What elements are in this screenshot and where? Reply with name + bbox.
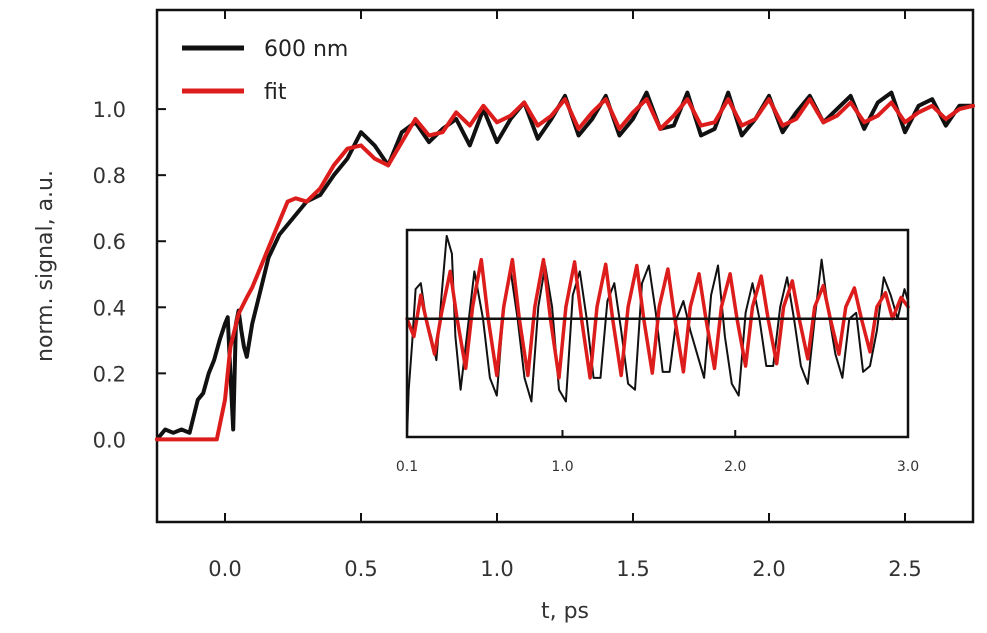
main-series-line-0 — [155, 90, 975, 442]
y-tick-label-3: 0.6 — [93, 230, 126, 254]
y-tick-label-0: 0.0 — [93, 428, 126, 452]
legend-label-fit: fit — [264, 80, 287, 105]
y-tick-label-2: 0.4 — [93, 296, 126, 320]
main-y-ticks: 0.0 0.2 0.4 0.6 0.8 1.0 — [93, 98, 166, 452]
y-tick-label-4: 0.8 — [93, 164, 126, 188]
x-tick-label-2: 1.0 — [480, 557, 513, 581]
main-series-line-1 — [155, 97, 975, 442]
inset-series-line-1 — [405, 257, 910, 380]
legend: 600 nm fit — [182, 37, 348, 105]
main-x-ticks: 0.0 0.5 1.0 1.5 2.0 2.5 — [208, 10, 922, 581]
inset-x-tick-label-0: 0.1 — [396, 459, 418, 475]
main-plot-frame — [155, 8, 975, 524]
inset-series-line-0 — [406, 234, 909, 438]
x-tick-label-3: 1.5 — [616, 557, 649, 581]
inset-x-tick-label-2: 2.0 — [724, 459, 746, 475]
inset-x-tick-label-3: 3.0 — [897, 459, 919, 475]
y-axis-label: norm. signal, a.u. — [33, 170, 58, 362]
x-tick-label-1: 0.5 — [344, 557, 377, 581]
x-axis-label: t, ps — [541, 599, 589, 624]
x-tick-label-0: 0.0 — [208, 557, 241, 581]
y-tick-label-1: 0.2 — [93, 362, 126, 386]
y-tick-label-5: 1.0 — [93, 98, 126, 122]
x-tick-label-4: 2.0 — [752, 557, 785, 581]
inset-plot-frame — [405, 228, 910, 439]
main-series-group — [155, 90, 975, 442]
inset-x-tick-label-1: 1.0 — [551, 459, 573, 475]
inset-x-ticks: 0.1 1.0 2.0 3.0 — [396, 430, 919, 475]
inset-series-group — [405, 234, 910, 438]
x-tick-label-5: 2.5 — [888, 557, 921, 581]
legend-label-600nm: 600 nm — [264, 37, 348, 62]
